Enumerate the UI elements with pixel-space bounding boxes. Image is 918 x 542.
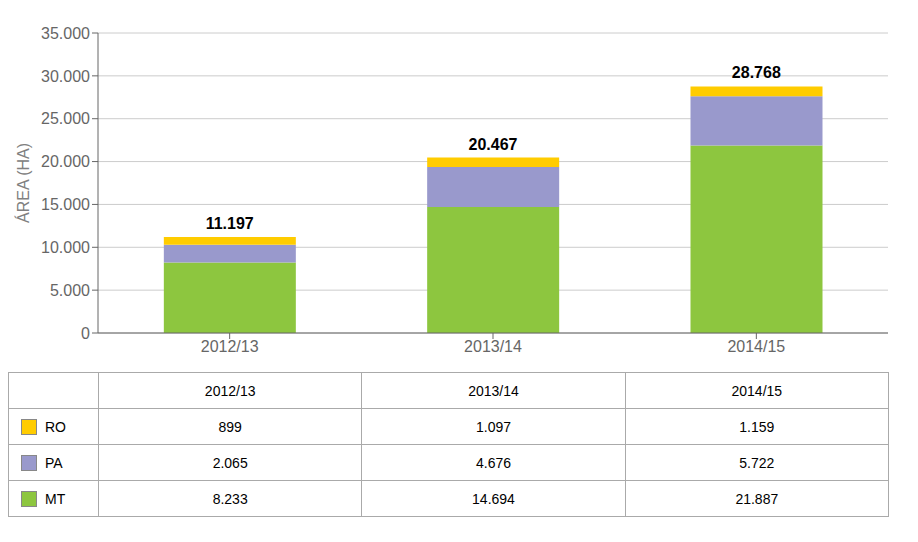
svg-text:25.000: 25.000 — [41, 110, 90, 127]
html-text:14.694: 14.694 — [472, 490, 515, 507]
html-text:2014/15: 2014/15 — [731, 382, 783, 399]
html-text:MT: MT — [45, 491, 66, 508]
html-text:5.722: 5.722 — [739, 454, 775, 471]
html-text:RO: RO — [45, 419, 66, 436]
svg-text:35.000: 35.000 — [41, 25, 90, 42]
svg-text:10.000: 10.000 — [41, 239, 90, 256]
html-text:21.887: 21.887 — [735, 490, 779, 507]
svg-text:ÁREA (HA): ÁREA (HA) — [14, 143, 32, 223]
svg-text:2012/13: 2012/13 — [201, 338, 259, 355]
svg-text:20.467: 20.467 — [469, 136, 518, 153]
svg-text:28.768: 28.768 — [732, 64, 781, 81]
svg-text:20.000: 20.000 — [41, 153, 90, 170]
svg-text:5.000: 5.000 — [50, 282, 90, 299]
html-text:2012/13: 2012/13 — [204, 382, 256, 399]
svg-text:11.197: 11.197 — [206, 215, 254, 232]
svg-text:0: 0 — [81, 325, 90, 342]
html-text:2013/14: 2013/14 — [468, 382, 519, 399]
html-text:8.233: 8.233 — [212, 490, 248, 507]
html-text:PA: PA — [45, 455, 63, 472]
svg-text:2013/14: 2013/14 — [464, 338, 522, 355]
html-text:2.065: 2.065 — [212, 454, 248, 471]
html-text:1.159: 1.159 — [739, 418, 775, 435]
svg-text:15.000: 15.000 — [41, 196, 90, 213]
svg-text:30.000: 30.000 — [41, 68, 90, 85]
svg-text:2014/15: 2014/15 — [727, 338, 785, 355]
html-text:899: 899 — [218, 418, 242, 435]
html-text:1.097: 1.097 — [476, 418, 511, 435]
html-text:4.676: 4.676 — [476, 454, 511, 471]
